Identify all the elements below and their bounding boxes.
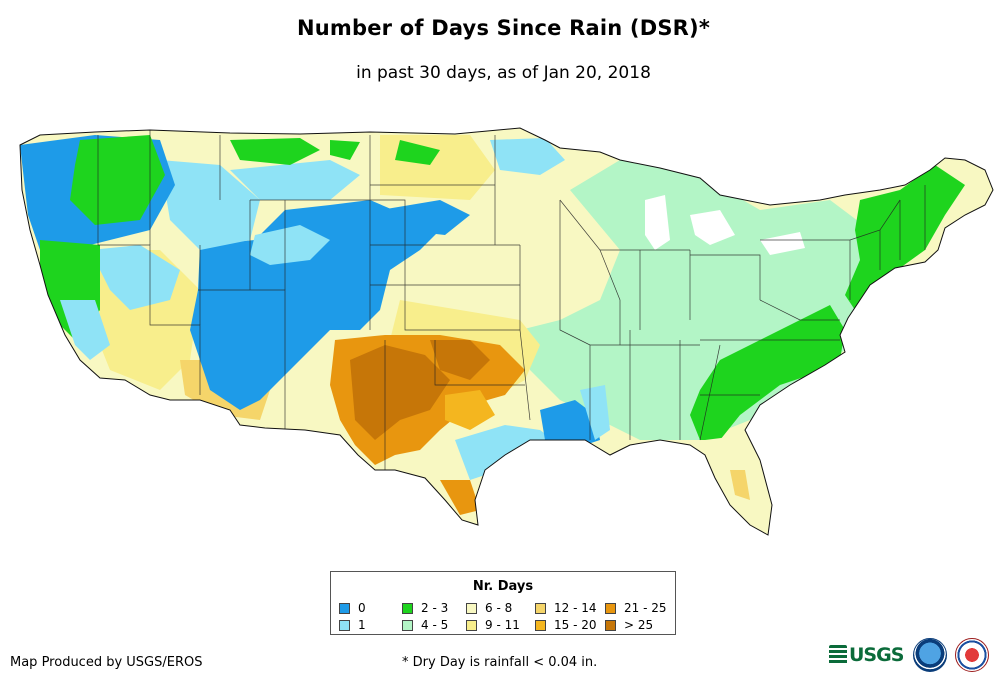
legend-item-1: 1 (339, 618, 366, 632)
legend-item-9: > 25 (605, 618, 653, 632)
legend-label: 4 - 5 (421, 618, 449, 632)
legend-swatch (535, 619, 546, 631)
dry-day-note: * Dry Day is rainfall < 0.04 in. (402, 655, 598, 670)
legend-label: 21 - 25 (624, 601, 667, 615)
legend-label: 1 (358, 618, 366, 632)
usgs-wordmark: USGS (849, 644, 904, 666)
legend-swatch (605, 619, 616, 631)
legend-label: > 25 (624, 618, 654, 632)
usgs-logo: USGS (829, 640, 907, 670)
legend-label: 2 - 3 (421, 601, 449, 615)
credit-text: Map Produced by USGS/EROS (10, 655, 203, 670)
legend-swatch (339, 619, 350, 631)
legend-item-8: 21 - 25 (605, 601, 667, 615)
legend-item-3: 4 - 5 (402, 618, 448, 632)
legend-swatch (402, 619, 413, 631)
noaa-logo (913, 638, 947, 672)
legend-label: 9 - 11 (485, 618, 520, 632)
usgs-mark-icon (829, 645, 847, 665)
legend-item-0: 0 (339, 601, 366, 615)
legend-item-6: 12 - 14 (535, 601, 597, 615)
legend-item-7: 15 - 20 (535, 618, 597, 632)
legend-item-4: 6 - 8 (466, 601, 512, 615)
legend-swatch (535, 602, 546, 614)
legend-swatch (466, 602, 477, 614)
agency-logos: USGS (829, 636, 999, 676)
legend-item-5: 9 - 11 (466, 618, 520, 632)
legend-swatch (339, 602, 350, 614)
legend-swatch (605, 602, 616, 614)
legend-item-2: 2 - 3 (402, 601, 448, 615)
legend-label: 0 (358, 601, 366, 615)
map-title: Number of Days Since Rain (DSR)* (296, 16, 711, 40)
us-dsr-map (19, 127, 994, 536)
dsr-color-regions (20, 128, 993, 535)
map-subtitle: in past 30 days, as of Jan 20, 2018 (356, 63, 651, 83)
legend-label: 15 - 20 (554, 618, 597, 632)
legend-title: Nr. Days (472, 579, 534, 594)
legend-items: 0 1 2 - 3 4 - 5 6 - 8 9 - 11 12 - 14 15 (339, 601, 673, 633)
legend-swatch (402, 602, 413, 614)
legend-label: 6 - 8 (485, 601, 513, 615)
legend-label: 12 - 14 (554, 601, 597, 615)
nws-logo (955, 638, 989, 672)
legend-swatch (466, 619, 477, 631)
legend: Nr. Days 0 1 2 - 3 4 - 5 6 - 8 9 - 11 12 (330, 571, 676, 635)
